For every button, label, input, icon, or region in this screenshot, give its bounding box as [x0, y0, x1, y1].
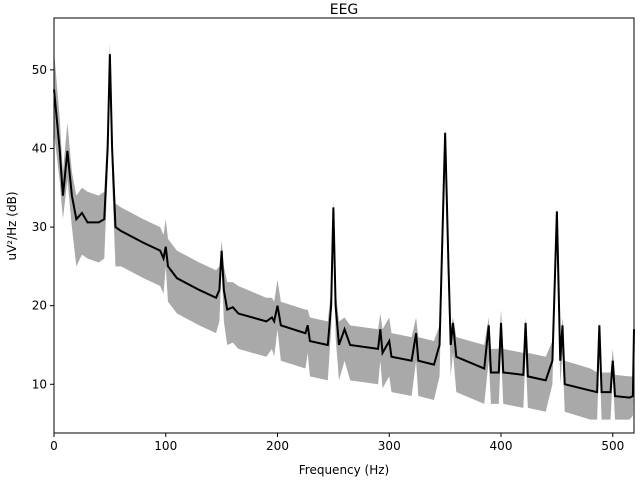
y-tick-label: 50	[32, 63, 47, 77]
x-tick-label: 500	[601, 439, 624, 453]
y-tick-label: 40	[32, 141, 47, 155]
x-axis-label: Frequency (Hz)	[299, 463, 390, 477]
y-tick-label: 20	[32, 299, 47, 313]
x-tick-label: 300	[378, 439, 401, 453]
chart-title: EEG	[330, 2, 359, 18]
y-tick-label: 10	[32, 377, 47, 391]
x-tick-label: 400	[490, 439, 513, 453]
y-tick-label: 30	[32, 220, 47, 234]
mean-line	[53, 54, 635, 399]
plot-frame	[53, 17, 635, 434]
x-tick-label: 100	[154, 439, 177, 453]
std-band	[54, 42, 634, 420]
x-tick-label: 0	[50, 439, 58, 453]
x-tick-label: 200	[266, 439, 289, 453]
y-axis-label: uV²/Hz (dB)	[5, 191, 19, 260]
